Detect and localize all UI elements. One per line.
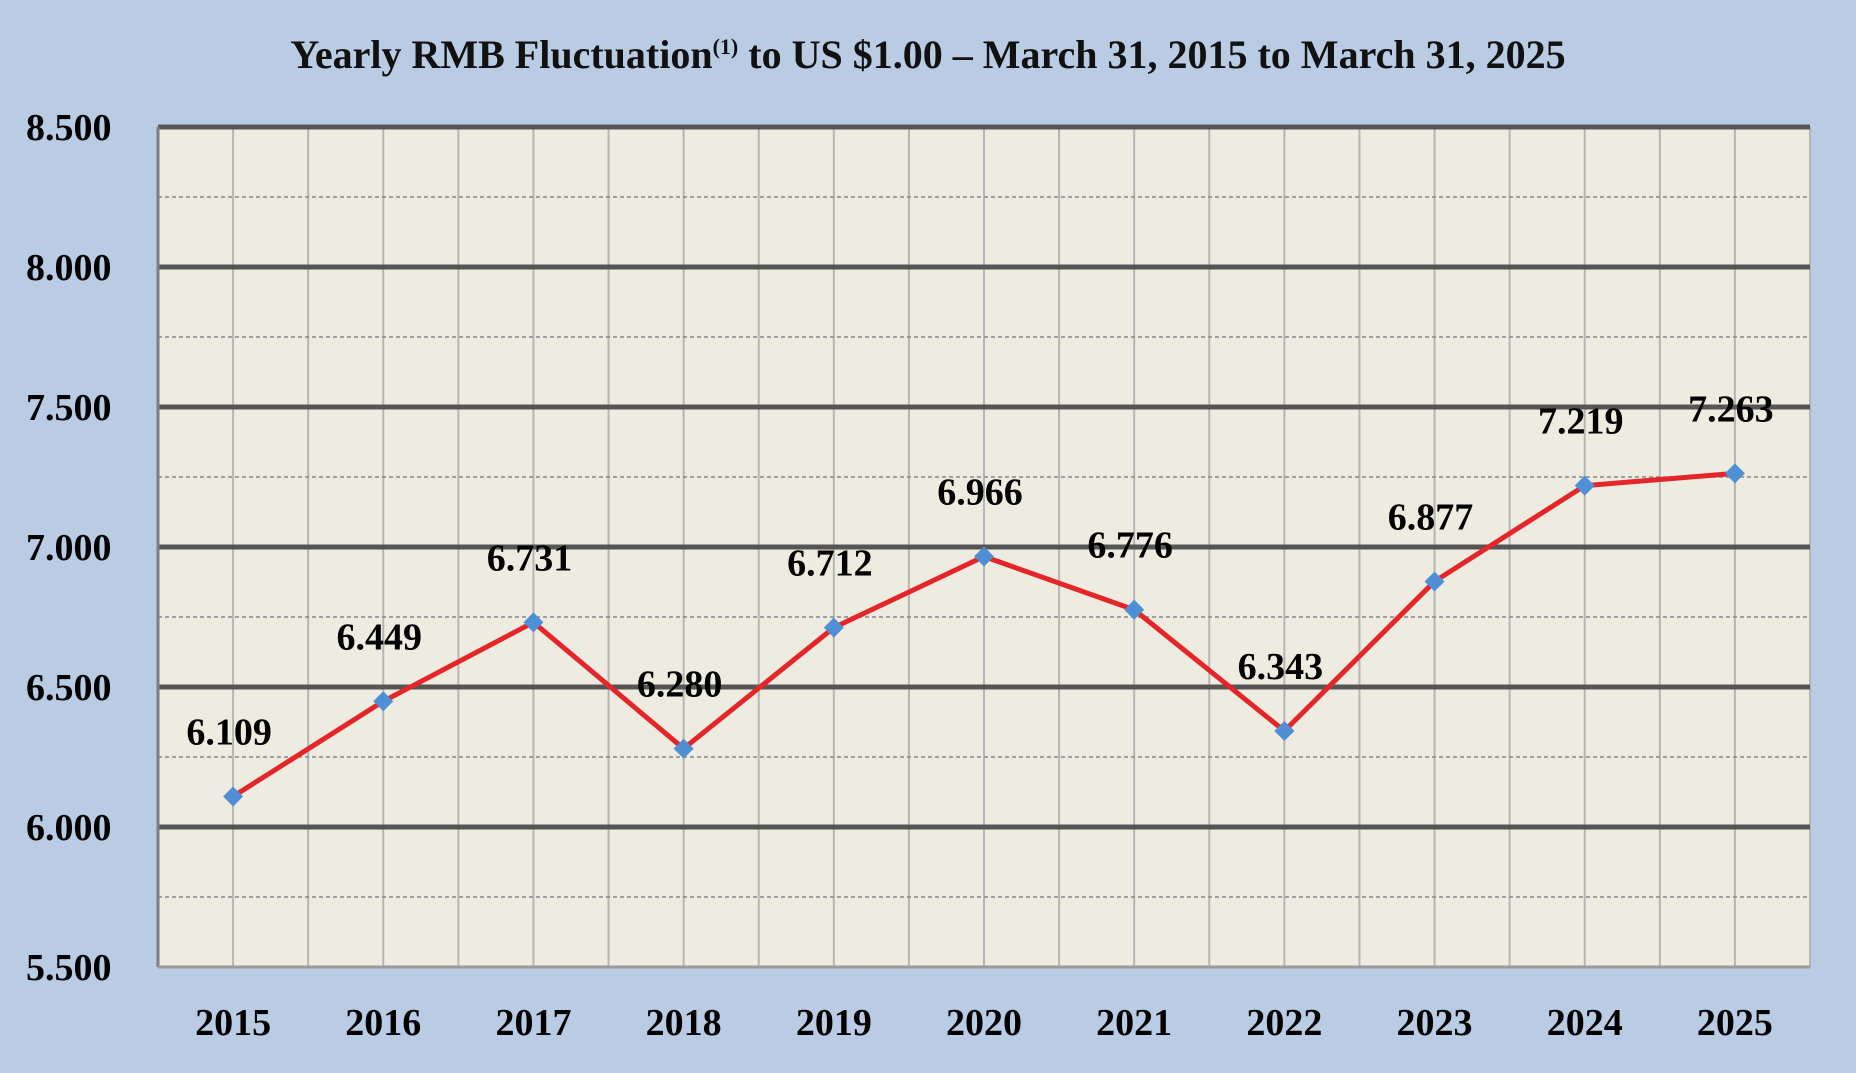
- x-tick-label: 2022: [1246, 1002, 1322, 1044]
- x-axis: 2015 2016 2017 2018 2019 2020 2021 2022 2023 2024…: [158, 965, 1810, 1044]
- data-point-marker: [673, 738, 694, 759]
- x-tick-label: 2018: [646, 1002, 722, 1044]
- svg-text:Yearly RMB Fluctuation(1) to U: Yearly RMB Fluctuation(1) to US $1.00 – …: [290, 32, 1565, 77]
- data-point-marker: [223, 786, 244, 807]
- x-tick-label: 2017: [495, 1002, 571, 1044]
- y-tick-label: 6.000: [26, 807, 112, 849]
- title-superscript: (1): [713, 34, 739, 59]
- data-point-marker: [1274, 720, 1295, 741]
- data-label: 7.263: [1688, 388, 1774, 430]
- data-point-marker: [1424, 571, 1445, 592]
- y-tick-label: 7.500: [26, 387, 112, 429]
- y-tick-label: 7.000: [26, 527, 112, 569]
- x-tick-label: 2015: [195, 1002, 271, 1044]
- data-point-marker: [1724, 463, 1745, 484]
- y-tick-label: 8.000: [26, 247, 112, 289]
- data-label: 6.449: [337, 616, 423, 658]
- x-tick-label: 2021: [1096, 1002, 1172, 1044]
- title-rest: to US $1.00 – March 31, 2015 to March 31…: [738, 32, 1565, 77]
- data-point-marker: [373, 691, 394, 712]
- chart-title: Yearly RMB Fluctuation(1) to US $1.00 – …: [290, 32, 1565, 77]
- data-point-marker: [1124, 599, 1145, 620]
- y-tick-label: 8.500: [26, 107, 112, 149]
- title-main: Yearly RMB Fluctuation: [290, 32, 712, 77]
- data-label: 6.877: [1388, 496, 1474, 538]
- x-tick-label: 2023: [1397, 1002, 1473, 1044]
- y-axis: 5.500 6.000 6.500 7.000 7.500 8.000 8.500: [26, 107, 160, 989]
- data-point-marker: [823, 617, 844, 638]
- data-label: 6.712: [787, 543, 873, 585]
- data-label: 6.966: [937, 472, 1023, 514]
- x-tick-label: 2016: [345, 1002, 421, 1044]
- data-label: 6.776: [1087, 525, 1173, 567]
- series-rmb-rate: [223, 463, 1745, 807]
- data-label: 7.219: [1538, 401, 1624, 443]
- data-point-marker: [1574, 475, 1595, 496]
- y-tick-label: 6.500: [26, 667, 112, 709]
- minor-gridlines: [158, 196, 1810, 898]
- data-label: 6.731: [487, 537, 573, 579]
- data-labels: 6.109 6.449 6.731 6.280 6.712 6.966 6.776 6.343…: [186, 388, 1773, 753]
- data-label: 6.109: [186, 711, 272, 753]
- data-point-marker: [974, 546, 994, 567]
- data-point-marker: [523, 612, 544, 633]
- data-label: 6.343: [1238, 646, 1324, 688]
- data-label: 6.280: [637, 664, 723, 706]
- x-tick-label: 2019: [796, 1002, 872, 1044]
- x-tick-label: 2020: [946, 1002, 1022, 1044]
- y-tick-label: 5.500: [26, 947, 112, 989]
- x-tick-label: 2024: [1547, 1002, 1623, 1044]
- x-tick-label: 2025: [1697, 1002, 1773, 1044]
